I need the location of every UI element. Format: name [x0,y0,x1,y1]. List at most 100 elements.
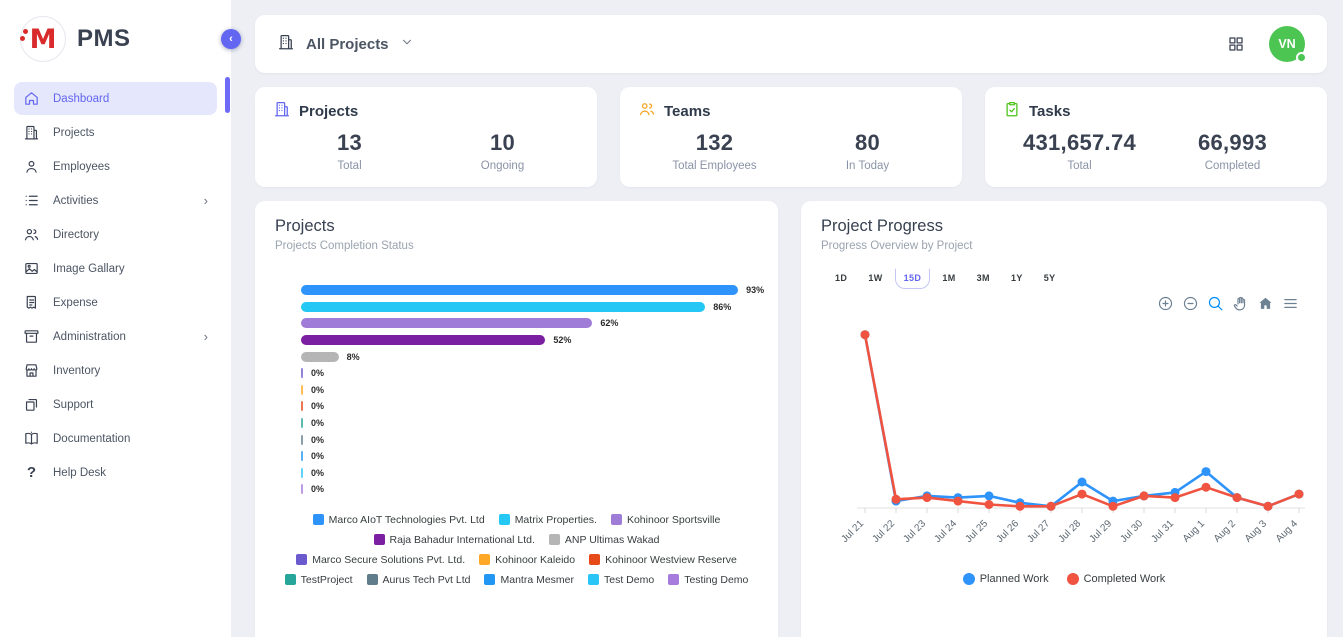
sidebar-item-directory[interactable]: Directory [14,218,217,251]
sidebar-item-documentation[interactable]: Documentation [14,422,217,455]
range-button-1m[interactable]: 1M [942,273,956,283]
sidebar-item-activities[interactable]: Activities › [14,184,217,217]
bar-row-raja-bahadur-international-ltd-: 52% [301,332,758,349]
bar[interactable] [301,401,303,412]
sidebar-nav: Dashboard Projects Employees Activities › Dir… [0,78,231,489]
legend-swatch [589,554,601,566]
project-filter-dropdown[interactable]: All Projects [277,33,414,55]
bar[interactable] [301,285,739,296]
bar-row-anp-ultimas-wakad: 8% [301,348,758,365]
metric-value: 66,993 [1197,130,1268,155]
sidebar-scrollbar-thumb[interactable] [225,77,230,113]
range-button-1w[interactable]: 1W [868,273,883,283]
legend-item-marco-aiot-technologies-pvt-ltd[interactable]: Marco AIoT Technologies Pvt. Ltd [312,514,485,526]
topbar-right: VN [1227,26,1307,63]
range-button-3m[interactable]: 3M [976,273,990,283]
svg-text:Jul 28: Jul 28 [1056,518,1083,545]
project-filter-label: All Projects [306,35,389,53]
sidebar-item-employees[interactable]: Employees [14,150,217,183]
sidebar-item-label: Directory [53,228,100,241]
bar[interactable] [301,451,303,462]
sidebar-item-label: Inventory [53,364,101,377]
legend-item-mantra-mesmer[interactable]: Mantra Mesmer [484,574,574,586]
sidebar-collapse-button[interactable]: ‹ [221,29,241,49]
bar[interactable] [301,484,303,495]
pan-icon[interactable] [1232,295,1249,312]
legend-item-matrix-properties-[interactable]: Matrix Properties. [498,514,597,526]
legend-line: Marco Secure Solutions Pvt. Ltd. Kohinoo… [275,554,758,566]
bar[interactable] [301,467,303,478]
range-button-15d[interactable]: 15D [894,268,931,289]
legend-item-completed-work[interactable]: Completed Work [1066,573,1165,585]
legend-item-kohinoor-westview-reserve[interactable]: Kohinoor Westview Reserve [589,554,737,566]
legend-item-test-demo[interactable]: Test Demo [588,574,654,586]
legend-item-kohinoor-sportsville[interactable]: Kohinoor Sportsville [610,513,721,526]
legend-item-anp-ultimas-wakad[interactable]: ANP Ultimas Wakad [548,534,659,546]
topbar: All Projects VN [255,15,1327,73]
building-icon [23,124,40,141]
sidebar-item-projects[interactable]: Projects [14,116,217,149]
bar-row-mantra-mesmer: 0% [301,448,758,465]
legend-item-marco-secure-solutions-pvt-ltd-[interactable]: Marco Secure Solutions Pvt. Ltd. [296,554,465,566]
bar[interactable] [301,368,303,379]
sidebar-item-help-desk[interactable]: ? Help Desk [14,456,217,489]
sidebar-item-image-gallary[interactable]: Image Gallary [14,252,217,285]
sidebar-item-expense[interactable]: Expense [14,286,217,319]
range-button-1y[interactable]: 1Y [1010,273,1023,283]
sidebar-item-inventory[interactable]: Inventory [14,354,217,387]
zoom-in-icon[interactable] [1157,295,1174,312]
legend-item-kohinoor-kaleido[interactable]: Kohinoor Kaleido [479,554,575,566]
chevron-right-icon: › [203,329,208,344]
bar[interactable] [301,335,546,346]
legend-item-testing-demo[interactable]: Testing Demo [668,574,748,586]
bar[interactable] [301,434,303,445]
sidebar-item-support[interactable]: Support [14,388,217,421]
user-avatar[interactable]: VN [1269,26,1307,63]
building-icon [273,100,291,122]
bar-value-label: 93% [746,285,765,296]
sidebar-item-dashboard[interactable]: Dashboard [14,82,217,115]
bar-row-kohinoor-sportsville: 62% [301,315,758,332]
svg-text:Jul 21: Jul 21 [839,518,866,545]
range-button-5y[interactable]: 5Y [1043,273,1056,283]
bar-row-testing-demo: 0% [301,481,758,498]
selection-zoom-icon[interactable] [1207,295,1224,312]
stat-card-title: Projects [299,102,359,120]
bar-value-label: 0% [311,401,325,412]
svg-text:Jul 31: Jul 31 [1149,518,1176,545]
bar-row-testproject: 0% [301,415,758,432]
bar-value-label: 0% [311,418,325,429]
legend-label: Aurus Tech Pvt Ltd [382,573,471,586]
legend-swatch [312,514,324,526]
metric-label: Completed [1204,160,1261,172]
sidebar-item-label: Dashboard [53,92,110,105]
bar[interactable] [301,418,303,429]
bar-value-label: 0% [311,484,325,495]
zoom-out-icon[interactable] [1182,295,1199,312]
bar-chart-legend: Marco AIoT Technologies Pvt. Ltd Matrix … [275,514,758,586]
bar[interactable] [301,301,706,312]
legend-label: Kohinoor Sportsville [626,513,721,526]
home-icon[interactable] [1257,295,1274,312]
svg-text:Aug 1: Aug 1 [1181,518,1208,545]
bar[interactable] [301,384,303,395]
sidebar-item-administration[interactable]: Administration › [14,320,217,353]
range-button-1d[interactable]: 1D [835,273,848,283]
clipboard-check-icon [1003,100,1021,122]
legend-item-raja-bahadur-international-ltd-[interactable]: Raja Bahadur International Ltd. [373,534,535,546]
bar[interactable] [301,351,339,362]
bar[interactable] [301,318,593,329]
menu-icon[interactable] [1282,295,1299,312]
legend-item-aurus-tech-pvt-ltd[interactable]: Aurus Tech Pvt Ltd [366,573,471,586]
legend-label: Test Demo [604,573,655,586]
progress-line-chart[interactable]: Jul 21 Jul 22 Jul 23 Jul 24 Jul 25 Jul 26 Jul … [821,314,1307,569]
list-icon [23,192,40,209]
project-progress-panel: Project Progress Progress Overview by Pr… [801,201,1327,637]
legend-swatch [296,554,308,566]
legend-swatch [588,574,599,586]
legend-item-planned-work[interactable]: Planned Work [962,573,1049,585]
legend-item-testproject[interactable]: TestProject [284,574,353,586]
stat-card-teams: Teams 132 Total Employees 80 In Today [620,87,962,187]
online-status-dot [1296,52,1307,63]
apps-grid-icon[interactable] [1227,35,1245,53]
